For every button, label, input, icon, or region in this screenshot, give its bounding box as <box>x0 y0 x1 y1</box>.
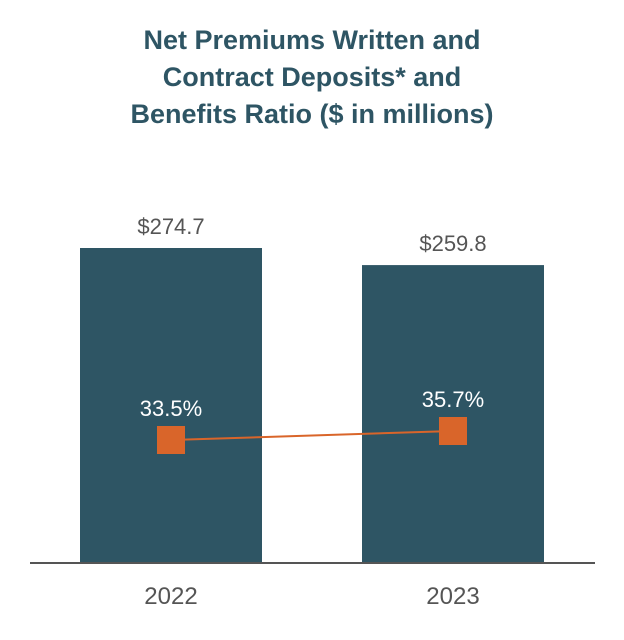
ratio-label-2022: 33.5% <box>140 396 202 421</box>
ratio-marker-2023 <box>439 417 467 445</box>
x-tick-label-2022: 2022 <box>144 583 197 610</box>
bar-2022 <box>80 248 262 563</box>
ratio-marker-2022 <box>157 426 185 454</box>
chart-title-line-2: Contract Deposits* and <box>162 62 462 92</box>
chart-title: Net Premiums Written and Contract Deposi… <box>0 22 624 133</box>
chart-title-line-3: Benefits Ratio ($ in millions) <box>130 99 494 129</box>
ratio-label-2023: 35.7% <box>422 387 484 412</box>
bar-value-label-2023: $259.8 <box>419 231 486 256</box>
ratio-line <box>170 430 454 441</box>
bar-2023 <box>362 265 544 563</box>
x-tick-label-2023: 2023 <box>426 583 479 610</box>
bar-value-label-2022: $274.7 <box>137 214 204 239</box>
chart-title-line-1: Net Premiums Written and <box>143 25 481 55</box>
